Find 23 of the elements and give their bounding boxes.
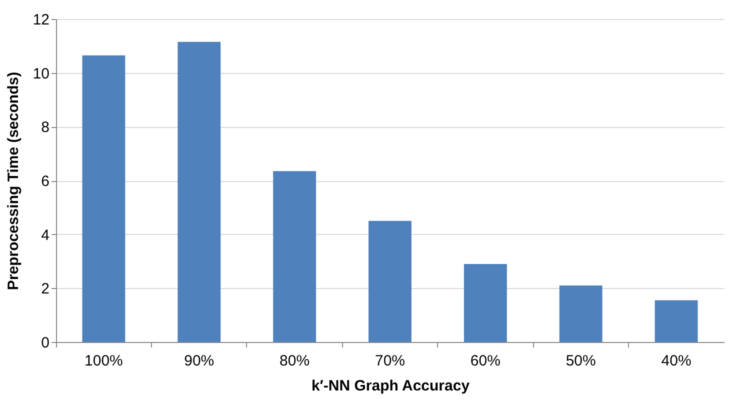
y-tick-label: 0 bbox=[41, 334, 50, 352]
y-tick-label: 4 bbox=[41, 226, 50, 244]
y-tick-label: 10 bbox=[32, 65, 50, 82]
y-tick-label: 6 bbox=[41, 173, 50, 190]
x-tick-label: 70% bbox=[374, 352, 406, 370]
y-tick-label: 12 bbox=[32, 12, 50, 28]
bar bbox=[464, 264, 507, 342]
x-axis-title: k′-NN Graph Accuracy bbox=[311, 378, 470, 394]
x-tick-label: 60% bbox=[470, 352, 500, 370]
bar bbox=[178, 42, 221, 342]
x-tick-label: 90% bbox=[184, 352, 214, 370]
x-tick-label: 80% bbox=[280, 352, 310, 370]
bar bbox=[368, 220, 412, 342]
bar bbox=[273, 171, 316, 342]
bar bbox=[559, 285, 602, 342]
bar bbox=[82, 55, 126, 342]
x-tick-label: 40% bbox=[661, 352, 692, 370]
x-tick-label: 100% bbox=[84, 352, 123, 370]
bar bbox=[654, 300, 698, 342]
y-tick-label: 2 bbox=[41, 280, 50, 298]
x-tick-label: 50% bbox=[566, 352, 596, 370]
y-tick-label: 8 bbox=[41, 119, 50, 136]
y-axis-title: Preprocessing Time (seconds) bbox=[4, 72, 22, 290]
